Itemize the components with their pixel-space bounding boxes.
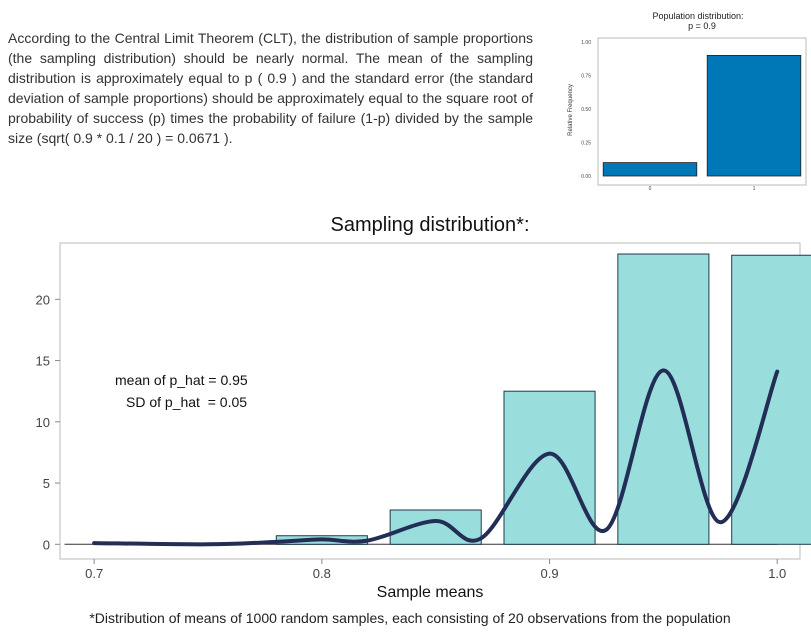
sampling-x-axis-label: Sample means bbox=[377, 584, 484, 601]
sampling-x-tick-label: 0.7 bbox=[85, 566, 103, 581]
sampling-y-tick-label: 20 bbox=[36, 292, 50, 307]
intro-paragraph: According to the Central Limit Theorem (… bbox=[8, 30, 533, 146]
population-chart-title: Population distribution: bbox=[652, 11, 743, 21]
footnote: *Distribution of means of 1000 random sa… bbox=[89, 610, 730, 626]
population-y-axis-label: Relative Frequency bbox=[568, 84, 574, 136]
population-y-tick-label: 0.75 bbox=[581, 74, 591, 80]
sampling-y-tick-label: 0 bbox=[43, 537, 50, 552]
population-y-tick-label: 0.50 bbox=[581, 107, 591, 113]
sampling-y-tick-label: 15 bbox=[36, 354, 50, 369]
population-chart-subtitle: p = 0.9 bbox=[688, 21, 716, 31]
population-bar-0 bbox=[602, 162, 698, 177]
population-x-tick-label: 1 bbox=[753, 186, 756, 192]
population-y-tick-label: 1.00 bbox=[581, 40, 591, 46]
sampling-histogram-bar bbox=[503, 390, 596, 545]
sampling-x-tick-label: 0.8 bbox=[313, 566, 331, 581]
sampling-y-tick-label: 10 bbox=[36, 415, 50, 430]
sampling-histogram-bar bbox=[731, 254, 811, 545]
sampling-annotation-sd: SD of p_hat = 0.05 bbox=[126, 394, 247, 410]
sampling-y-tick-label: 5 bbox=[43, 476, 50, 491]
population-plot-frame bbox=[597, 37, 807, 186]
population-bar-1 bbox=[706, 55, 802, 177]
sampling-x-tick-label: 1.0 bbox=[768, 566, 786, 581]
sampling-chart-title: Sampling distribution*: bbox=[331, 214, 530, 236]
sampling-histogram-bar bbox=[617, 253, 710, 545]
sampling-x-tick-label: 0.9 bbox=[540, 566, 558, 581]
sampling-density-curve bbox=[92, 368, 780, 547]
sampling-annotation-mean: mean of p_hat = 0.95 bbox=[115, 372, 248, 388]
population-y-tick-label: 0.25 bbox=[581, 141, 591, 147]
population-y-tick-label: 0.00 bbox=[581, 174, 591, 180]
population-x-tick-label: 0 bbox=[649, 186, 652, 192]
